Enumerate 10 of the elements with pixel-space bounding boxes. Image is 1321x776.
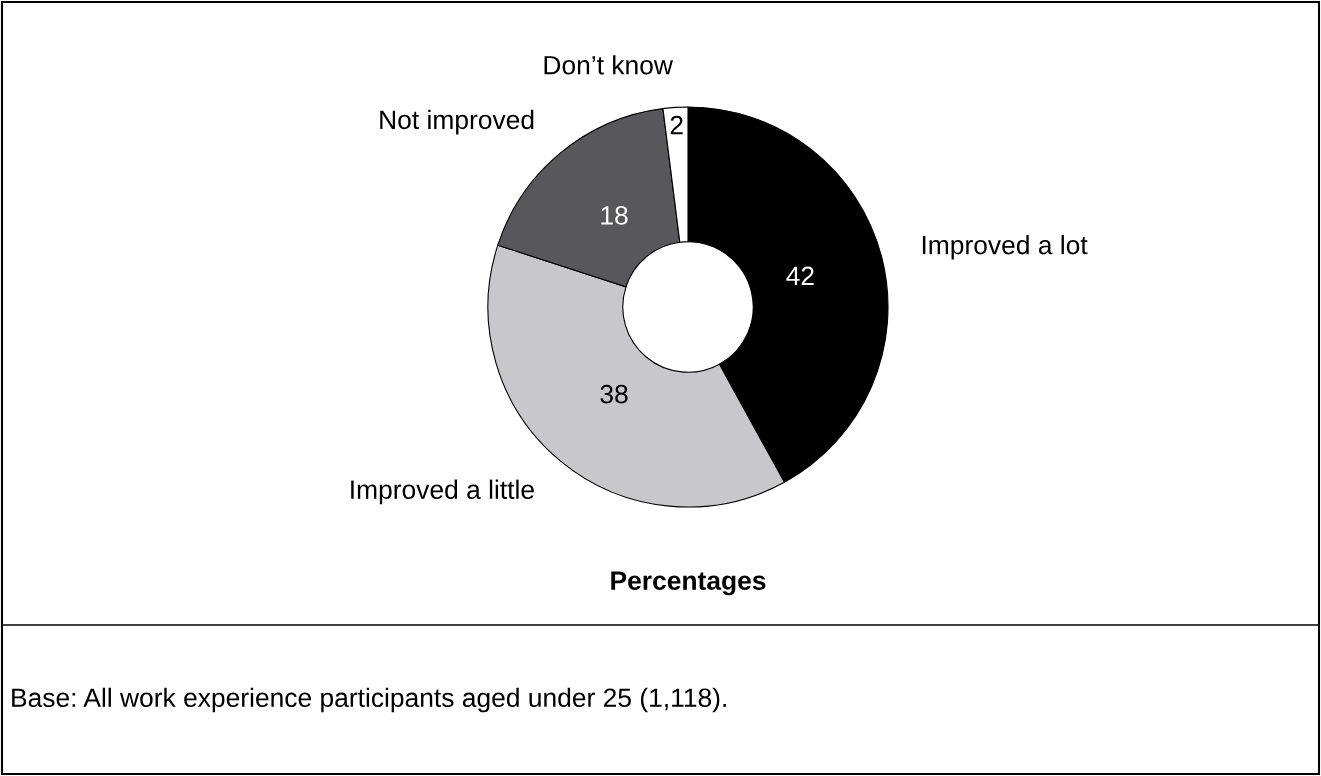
data-label: 38 [600,384,628,404]
data-label: 42 [786,266,814,285]
text: Base: All work experience participants aged under 25 (1,118). [12,687,726,713]
slice-label: Don’t know [544,55,673,75]
text: Percentages [611,571,766,596]
slice-label: Improved a little [351,479,534,505]
slice-label: Not improved [380,109,534,135]
data-label: 2 [670,115,683,135]
data-label: 18 [601,206,628,225]
slice-label: Improved a lot [922,235,1088,260]
